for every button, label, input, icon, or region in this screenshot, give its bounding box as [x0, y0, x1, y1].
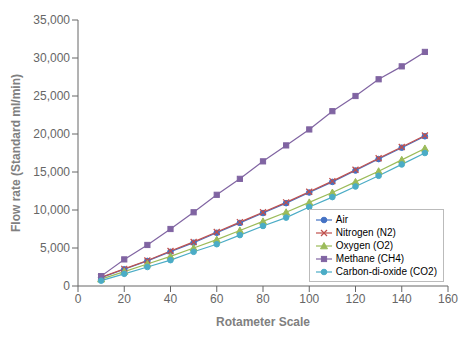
html-text:Carbon-di-oxide (CO2): Carbon-di-oxide (CO2) [335, 266, 437, 277]
html-text:Oxygen (O2): Oxygen (O2) [335, 240, 394, 251]
svg-text:10,000: 10,000 [33, 203, 70, 217]
svg-text:15,000: 15,000 [33, 165, 70, 179]
svg-text:60: 60 [210, 292, 224, 306]
svg-text:0: 0 [63, 279, 70, 293]
svg-text:20,000: 20,000 [33, 127, 70, 141]
svg-text:35,000: 35,000 [33, 13, 70, 27]
svg-text:40: 40 [164, 292, 178, 306]
svg-text:20: 20 [118, 292, 132, 306]
svg-text:80: 80 [256, 292, 270, 306]
svg-text:Flow rate (Standard ml/min): Flow rate (Standard ml/min) [9, 74, 23, 232]
html-text:Air: Air [335, 214, 349, 225]
html-text:Nitrogen (N2): Nitrogen (N2) [335, 227, 396, 238]
svg-text:0: 0 [75, 292, 82, 306]
svg-text:140: 140 [392, 292, 412, 306]
svg-text:100: 100 [299, 292, 319, 306]
html-text:Methane (CH4): Methane (CH4) [335, 253, 405, 264]
svg-text:30,000: 30,000 [33, 51, 70, 65]
svg-text:160: 160 [438, 292, 458, 306]
svg-text:25,000: 25,000 [33, 89, 70, 103]
svg-text:120: 120 [345, 292, 365, 306]
svg-text:Rotameter Scale: Rotameter Scale [216, 315, 310, 329]
svg-text:5,000: 5,000 [40, 241, 70, 255]
